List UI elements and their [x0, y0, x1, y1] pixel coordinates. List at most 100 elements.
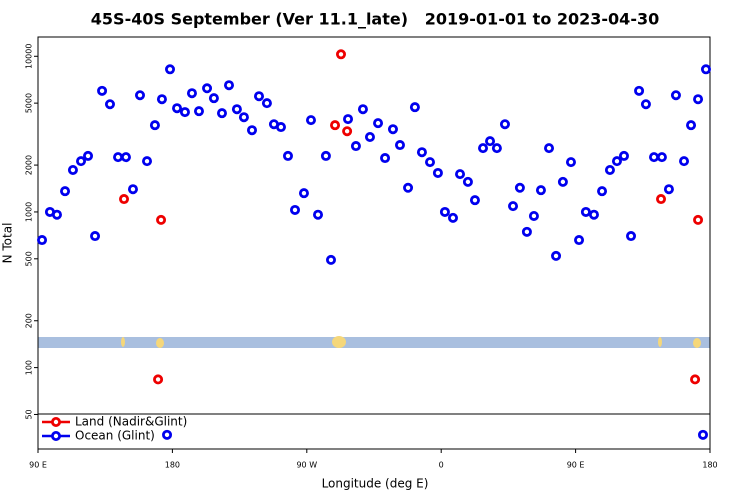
y-tick-label: 50: [25, 409, 34, 419]
legend-marker: [51, 416, 62, 427]
point: [597, 186, 608, 197]
point: [134, 90, 145, 101]
point: [656, 194, 667, 205]
point: [119, 194, 130, 205]
point: [330, 120, 341, 131]
point: [380, 153, 391, 164]
point: [246, 125, 257, 136]
point: [535, 185, 546, 196]
point: [394, 140, 405, 151]
point: [165, 64, 176, 75]
point: [514, 182, 525, 193]
y-tick-label: 1000: [25, 202, 34, 222]
point: [320, 150, 331, 161]
map-strip: [38, 337, 710, 348]
legend-label: Land (Nadir&Glint): [75, 415, 187, 429]
point: [693, 94, 704, 105]
point: [149, 120, 160, 131]
point: [432, 167, 443, 178]
point: [51, 209, 62, 220]
point: [208, 93, 219, 104]
x-tick-label: 180: [702, 461, 717, 470]
point: [565, 157, 576, 168]
legend-label: Ocean (Glint): [75, 429, 155, 443]
point: [690, 374, 701, 385]
plot-frame: [37, 36, 711, 450]
legend-marker: [51, 430, 62, 441]
point: [60, 186, 71, 197]
point: [640, 99, 651, 110]
point: [626, 231, 637, 242]
point: [104, 99, 115, 110]
point: [611, 156, 622, 167]
point: [574, 235, 585, 246]
point: [469, 195, 480, 206]
point: [90, 231, 101, 242]
point: [679, 156, 690, 167]
point: [254, 91, 265, 102]
point: [342, 126, 353, 137]
point: [364, 131, 375, 142]
y-tick-label: 500: [25, 251, 34, 266]
x-tick-label: 90 E: [567, 461, 585, 470]
point: [373, 118, 384, 129]
point: [604, 164, 615, 175]
point: [83, 150, 94, 161]
point: [202, 83, 213, 94]
point: [282, 150, 293, 161]
x-axis-label: Longitude (deg E): [322, 477, 429, 491]
point: [588, 209, 599, 220]
point: [37, 235, 48, 246]
point: [686, 120, 697, 131]
point: [298, 188, 309, 199]
point: [335, 49, 346, 60]
point: [142, 156, 153, 167]
point: [127, 184, 138, 195]
point: [350, 141, 361, 152]
point: [557, 176, 568, 187]
point: [551, 250, 562, 261]
point: [261, 98, 272, 109]
land-blobs: [121, 336, 701, 348]
point: [499, 119, 510, 130]
point: [478, 143, 489, 154]
point: [290, 204, 301, 215]
point: [223, 80, 234, 91]
x-tick-label: 180: [165, 461, 180, 470]
point: [693, 214, 704, 225]
point: [508, 201, 519, 212]
point: [343, 114, 354, 125]
point: [387, 124, 398, 135]
y-tick-label: 100: [25, 360, 34, 375]
point: [216, 108, 227, 119]
point: [656, 152, 667, 163]
point: [231, 104, 242, 115]
point: [663, 184, 674, 195]
point: [193, 106, 204, 117]
point: [634, 85, 645, 96]
point: [447, 212, 458, 223]
point: [325, 254, 336, 265]
point: [670, 90, 681, 101]
point: [416, 147, 427, 158]
point: [528, 210, 539, 221]
point: [162, 429, 173, 440]
point: [76, 156, 87, 167]
point: [439, 206, 450, 217]
point: [172, 103, 183, 114]
point: [618, 150, 629, 161]
point: [491, 143, 502, 154]
point: [409, 102, 420, 113]
y-tick-label: 2000: [25, 155, 34, 175]
point: [580, 206, 591, 217]
y-tick-label: 5000: [25, 93, 34, 113]
point: [120, 152, 131, 163]
point: [305, 115, 316, 126]
point: [521, 226, 532, 237]
point: [544, 143, 555, 154]
x-tick-label: 0: [439, 461, 444, 470]
point: [67, 164, 78, 175]
point: [455, 169, 466, 180]
point: [357, 104, 368, 115]
